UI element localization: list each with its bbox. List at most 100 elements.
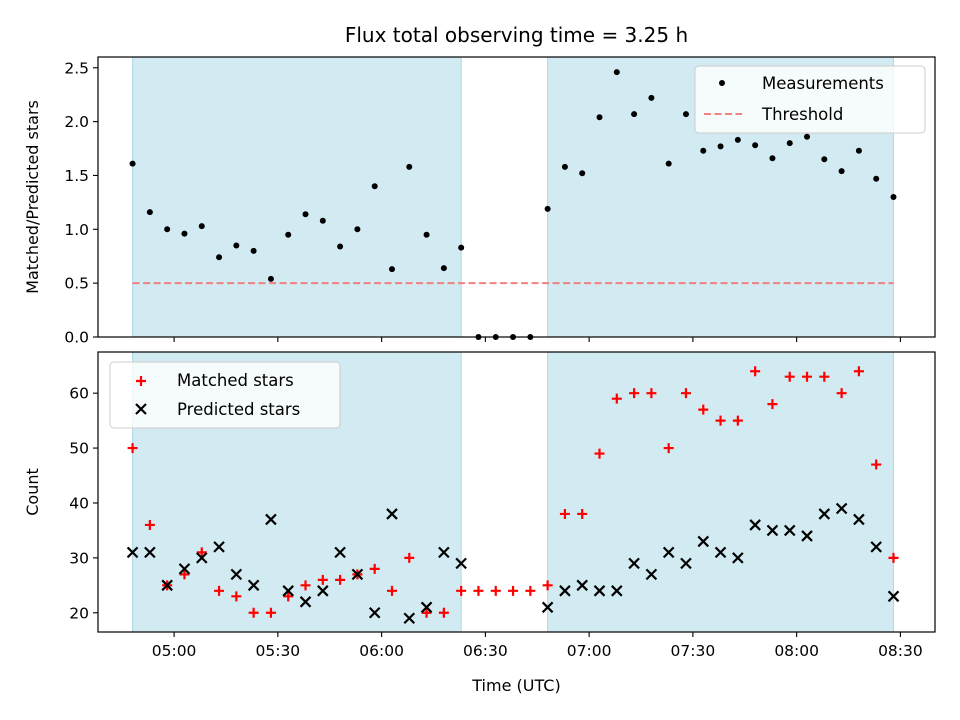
legend-label-predicted: Predicted stars — [177, 400, 300, 419]
matched-star-point — [888, 552, 899, 563]
matched-star-point — [784, 371, 795, 382]
measurement-point — [198, 223, 205, 230]
matched-star-point — [577, 508, 588, 519]
predicted-star-point — [386, 508, 398, 520]
measurement-point — [631, 111, 638, 118]
matched-star-point — [335, 574, 346, 585]
measurement-point — [786, 140, 793, 147]
matched-star-point — [127, 443, 138, 454]
predicted-star-point — [368, 607, 381, 619]
y-tick-label: 50 — [69, 440, 89, 458]
matched-star-point — [179, 569, 190, 580]
count-panel: 20 30 40 50 60 05:00 05:30 06:00 06:30 07:00 07:30… — [69, 351, 936, 660]
matched-star-point — [386, 585, 397, 596]
matched-star-point — [438, 607, 449, 618]
matched-star-point — [871, 459, 882, 470]
y-tick-label: 60 — [69, 385, 89, 403]
legend-label-threshold: Threshold — [761, 105, 843, 124]
measurement-point — [717, 143, 724, 150]
measurement-point — [337, 243, 344, 250]
measurement-point — [267, 275, 274, 282]
measurement-point — [769, 155, 776, 162]
predicted-star-point — [541, 601, 554, 614]
measurement-point — [804, 133, 811, 140]
measurement-point — [648, 94, 655, 101]
predicted-star-point — [144, 546, 156, 559]
predicted-star-point — [230, 568, 243, 581]
predicted-star-point — [213, 541, 225, 553]
predicted-star-point — [265, 513, 277, 526]
matched-star-point — [663, 443, 674, 454]
measurement-point — [181, 230, 188, 237]
measurement-point — [821, 156, 828, 163]
predicted-star-point — [611, 585, 623, 597]
matched-star-point — [715, 415, 726, 426]
measurement-point — [544, 205, 551, 212]
measurement-point — [371, 183, 378, 190]
legend-label-matched: Matched stars — [177, 371, 294, 390]
plot-frame — [97, 351, 936, 633]
measurement-point — [406, 163, 413, 170]
predicted-star-point — [351, 568, 364, 581]
measurement-point — [596, 114, 603, 121]
predicted-star-point — [438, 546, 450, 559]
x-tick-label: 05:00 — [152, 642, 197, 660]
y-tick-label: 1.0 — [64, 221, 89, 239]
matched-star-point — [525, 585, 536, 596]
predicted-star-point — [766, 524, 779, 537]
matched-star-point — [767, 399, 778, 410]
measurement-point — [734, 136, 741, 143]
measurement-point — [752, 142, 759, 149]
measurement-point — [319, 217, 326, 224]
predicted-star-point — [853, 513, 865, 526]
predicted-star-point — [732, 552, 744, 564]
measurement-point — [890, 194, 897, 200]
predicted-star-point — [870, 541, 882, 553]
plot-frame — [97, 56, 936, 338]
x-axis-label: Time (UTC) — [471, 676, 560, 695]
legend-marker-matched — [136, 376, 146, 386]
y-tick-label: 0.5 — [64, 275, 89, 293]
ratio-y-axis-label: Matched/Predicted stars — [23, 100, 42, 294]
matched-star-point — [248, 607, 259, 618]
measurement-point — [682, 111, 689, 118]
matched-star-point — [456, 585, 467, 596]
predicted-star-point — [178, 563, 191, 575]
y-tick-label: 2.5 — [64, 59, 89, 77]
measurement-point — [129, 160, 136, 167]
measurement-point — [250, 247, 257, 254]
measurement-point — [700, 147, 707, 154]
matched-star-point — [750, 366, 761, 377]
measurement-point — [233, 242, 240, 249]
legend-marker-measurements — [719, 80, 725, 86]
predicted-star-point — [455, 557, 467, 570]
predicted-star-point — [299, 596, 312, 608]
matched-star-point — [680, 388, 691, 399]
measurement-point — [423, 231, 430, 238]
predicted-star-point — [697, 535, 710, 548]
matched-star-point — [196, 547, 207, 558]
observing-window-2 — [547, 351, 894, 633]
predicted-star-point — [247, 579, 260, 592]
matched-star-point — [214, 585, 225, 596]
predicted-star-point — [334, 546, 346, 559]
x-tick-label: 05:30 — [256, 642, 301, 660]
matched-star-point — [421, 607, 432, 618]
predicted-star-point — [420, 601, 433, 614]
chart-title: Flux total observing time = 3.25 h — [345, 23, 688, 47]
matched-star-point — [629, 388, 640, 399]
predicted-star-point — [749, 519, 761, 531]
matched-star-point — [231, 591, 242, 602]
legend-box — [109, 361, 341, 429]
measurement-point — [613, 69, 620, 76]
predicted-star-point — [714, 546, 727, 559]
matched-star-point — [490, 585, 501, 596]
predicted-star-point — [282, 585, 295, 597]
x-tick-label: 06:30 — [463, 642, 508, 660]
matched-star-point — [594, 448, 605, 459]
predicted-star-point — [645, 568, 658, 581]
predicted-star-point — [195, 552, 208, 564]
predicted-star-point — [161, 579, 173, 592]
measurement-point — [855, 147, 862, 154]
predicted-star-point — [818, 508, 831, 520]
